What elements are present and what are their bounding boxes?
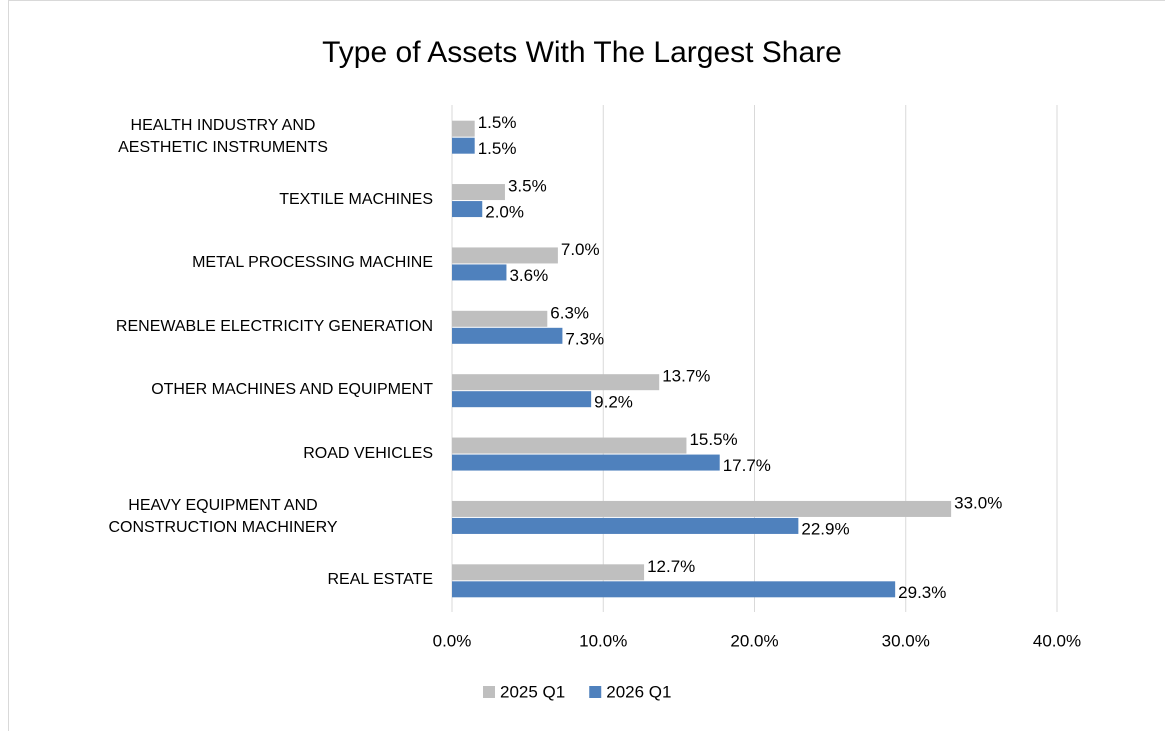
data-label: 12.7% [647, 557, 695, 576]
data-label: 6.3% [550, 303, 589, 322]
legend-label: 2026 Q1 [606, 682, 671, 701]
x-tick-label: 30.0% [882, 631, 930, 650]
data-label: 22.9% [801, 519, 849, 538]
bar [452, 454, 720, 471]
bar [452, 120, 475, 137]
category-label: ROAD VEHICLES [303, 444, 433, 462]
x-tick-label: 10.0% [579, 631, 627, 650]
bar [452, 391, 592, 408]
category-label: REAL ESTATE [327, 571, 433, 589]
category-label: RENEWABLE ELECTRICITY GENERATION [115, 317, 433, 335]
category-label: TEXTILE MACHINES [279, 191, 433, 209]
category-label: HEAVY EQUIPMENT AND CONSTRUCTION MACHINE… [108, 496, 338, 536]
data-label: 1.5% [478, 139, 517, 158]
data-label: 15.5% [689, 430, 737, 449]
data-label: 2.0% [485, 203, 524, 222]
category-label: OTHER MACHINES AND EQUIPMENT [151, 381, 433, 399]
data-label: 7.3% [565, 329, 604, 348]
x-tick-label: 20.0% [730, 631, 778, 650]
category-label: HEALTH INDUSTRY AND AESTHETIC INSTRUMENT… [118, 116, 328, 156]
data-label: 9.2% [594, 393, 633, 412]
chart-title: Type of Assets With The Largest Share [322, 36, 842, 69]
bar [452, 374, 660, 391]
bar [452, 581, 896, 598]
bar [452, 517, 799, 534]
chart-border [8, 0, 1165, 731]
data-label: 7.0% [561, 240, 600, 259]
x-tick-label: 0.0% [433, 631, 472, 650]
data-label: 3.6% [509, 266, 548, 285]
legend-swatch [589, 686, 602, 698]
x-tick-label: 40.0% [1033, 631, 1081, 650]
data-label: 17.7% [723, 456, 771, 475]
bar [452, 310, 548, 327]
category-label: METAL PROCESSING MACHINE [192, 254, 433, 272]
bar [452, 247, 558, 264]
data-label: 29.3% [898, 583, 946, 602]
bar [452, 201, 483, 218]
data-label: 33.0% [954, 493, 1002, 512]
bar [452, 500, 952, 517]
bar [452, 264, 507, 281]
data-label: 3.5% [508, 177, 547, 196]
legend-swatch [483, 686, 495, 698]
bar [452, 137, 475, 154]
data-label: 1.5% [478, 113, 517, 132]
data-label: 13.7% [662, 367, 710, 386]
bar [452, 564, 645, 581]
bar [452, 327, 563, 344]
legend-label: 2025 Q1 [500, 682, 565, 701]
bar [452, 184, 505, 201]
bar [452, 437, 687, 454]
